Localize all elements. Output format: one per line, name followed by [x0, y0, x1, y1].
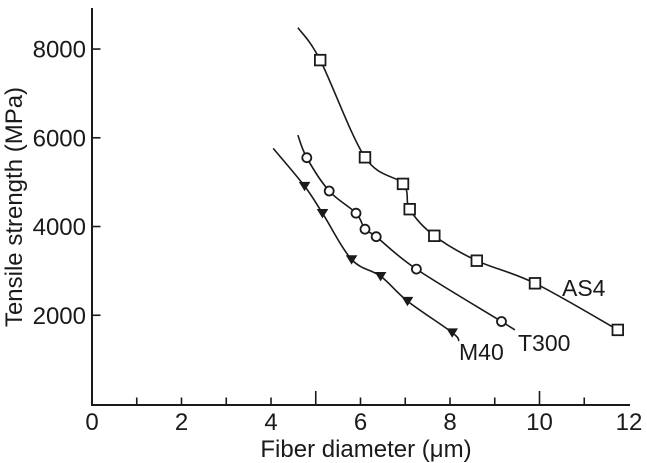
x-tick-label: 12 — [616, 409, 643, 436]
triangle-marker-M40 — [446, 328, 458, 338]
y-tick-label: 4000 — [33, 214, 86, 241]
triangle-marker-M40 — [374, 272, 387, 282]
x-tick-label: 6 — [354, 409, 367, 436]
series-label-m40: M40 — [459, 339, 504, 365]
series-label-t300: T300 — [518, 330, 570, 356]
circle-marker-T300 — [359, 223, 371, 235]
x-tick-label: 10 — [526, 409, 553, 436]
circle-marker-T300 — [301, 152, 313, 164]
x-tick-label: 0 — [85, 409, 98, 436]
y-axis-title: Tensile strength (MPa) — [1, 87, 28, 327]
y-tick-label: 2000 — [33, 303, 86, 330]
circle-marker-T300 — [350, 207, 362, 219]
square-marker-AS4 — [470, 254, 484, 267]
triangle-marker-M40 — [298, 181, 311, 192]
circle-marker-T300 — [410, 263, 422, 275]
circle-marker-T300 — [323, 185, 335, 197]
y-tick-label: 8000 — [33, 37, 86, 64]
triangle-marker-M40 — [345, 255, 358, 265]
y-tick-label: 6000 — [33, 125, 86, 152]
square-marker-AS4 — [528, 277, 542, 290]
x-tick-label: 4 — [264, 409, 277, 436]
circle-marker-T300 — [496, 316, 507, 327]
square-marker-AS4 — [358, 151, 372, 164]
square-marker-AS4 — [313, 53, 327, 67]
triangle-marker-M40 — [316, 209, 329, 219]
triangle-marker-M40 — [401, 296, 414, 307]
x-tick-label: 8 — [443, 409, 456, 436]
curve-M40 — [272, 147, 460, 342]
square-marker-AS4 — [428, 229, 441, 243]
circle-marker-T300 — [370, 231, 382, 243]
plot-area: 0 2 4 6 8 10 12 2000 4000 6000 8000 — [33, 8, 643, 436]
square-marker-AS4 — [403, 202, 416, 216]
square-marker-AS4 — [611, 323, 625, 337]
x-tick-label: 2 — [175, 409, 188, 436]
x-axis-title: Fiber diameter (μm) — [260, 436, 471, 463]
series-label-as4: AS4 — [562, 275, 606, 301]
square-marker-AS4 — [396, 177, 410, 191]
